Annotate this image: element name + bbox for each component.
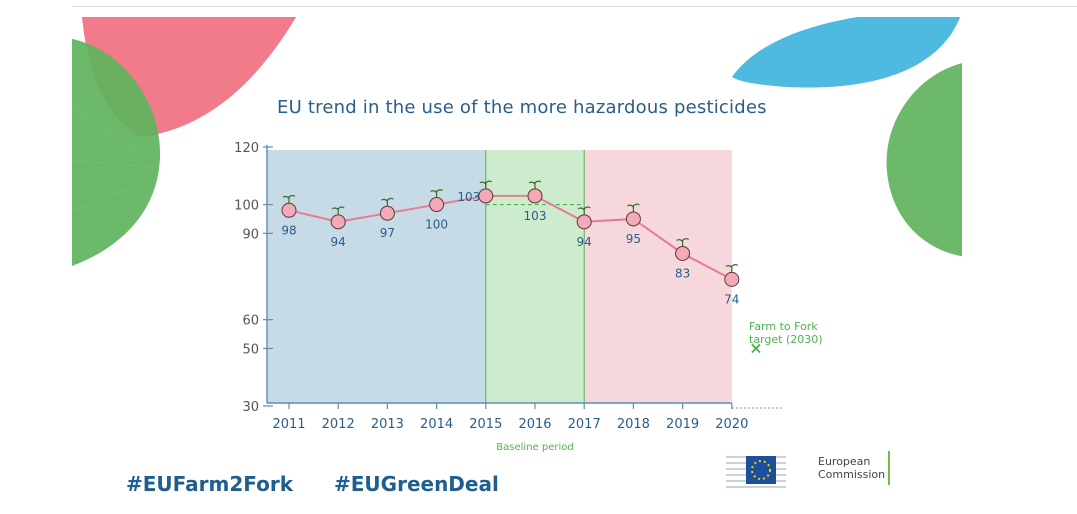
top-divider	[72, 6, 1077, 7]
x-tick-label: 2017	[568, 417, 601, 432]
x-tick-label: 2016	[518, 417, 551, 432]
data-point-sprout	[381, 197, 394, 207]
x-tick-label: 2015	[469, 417, 502, 432]
data-point-marker	[675, 245, 691, 261]
ec-flag-icon	[726, 449, 814, 493]
blue-leaf-decoration	[732, 17, 961, 88]
y-tick-label: 90	[242, 227, 259, 242]
data-label: 94	[331, 235, 346, 249]
data-point-sprout	[282, 194, 296, 204]
target-label-line2: target (2030)	[749, 333, 823, 346]
chart: 30 50 60 90 100 120 2011 2012 2013 2014 2015 2016 20…	[234, 141, 823, 453]
data-point-marker	[379, 205, 395, 221]
series-line	[288, 194, 733, 281]
hashtags: #EUFarm2Fork #EUGreenDeal	[126, 472, 533, 496]
data-point-marker	[527, 188, 543, 204]
data-point-sprout	[528, 180, 542, 189]
data-point-marker	[625, 211, 641, 227]
hashtag-farm2fork[interactable]: #EUFarm2Fork	[126, 472, 294, 496]
data-point-sprout	[479, 180, 493, 189]
data-label: 103	[524, 209, 547, 223]
target-label-line1: Farm to Fork	[749, 320, 818, 333]
x-tick-label: 2019	[666, 417, 699, 432]
data-label: 83	[675, 266, 690, 280]
y-tick-label: 120	[234, 141, 259, 156]
ec-name: European Commission	[818, 455, 886, 481]
x-tick-label: 2011	[272, 417, 305, 432]
data-point-marker	[576, 214, 592, 230]
data-point-sprout	[627, 203, 640, 212]
data-label: 94	[577, 235, 592, 249]
data-label: 97	[380, 226, 395, 240]
european-commission-logo: European Commission	[726, 449, 896, 495]
hashtag-greendeal[interactable]: #EUGreenDeal	[334, 472, 499, 496]
data-label: 74	[724, 292, 739, 306]
ec-accent-bar	[888, 451, 890, 485]
band-pre-baseline	[267, 150, 486, 403]
x-tick-label: 2014	[420, 417, 453, 432]
x-tick-label: 2013	[371, 417, 404, 432]
data-label: 100	[425, 218, 448, 232]
y-tick-label: 50	[242, 342, 259, 357]
y-tick-label: 60	[242, 314, 259, 329]
x-tick-label: 2012	[322, 417, 355, 432]
y-tick-label: 100	[234, 199, 259, 214]
chart-title: EU trend in the use of the more hazardou…	[277, 97, 767, 118]
data-label: 103	[457, 190, 480, 204]
data-point-sprout	[676, 238, 689, 247]
data-point-sprout	[331, 206, 345, 215]
data-point-marker	[429, 197, 445, 213]
green-leaf-right-decoration	[886, 63, 962, 257]
data-label: 95	[626, 232, 641, 246]
baseline-label: Baseline period	[496, 442, 573, 453]
y-tick-label: 30	[242, 400, 259, 415]
green-leaf-left-decoration	[72, 38, 161, 266]
band-post-baseline	[584, 150, 732, 403]
target-marker: ×	[749, 338, 762, 357]
data-point-sprout	[430, 189, 443, 198]
data-point-marker	[478, 188, 494, 204]
data-point-sprout	[725, 263, 739, 273]
x-tick-label: 2018	[617, 417, 650, 432]
infographic-card: EU trend in the use of the more hazardou…	[72, 17, 962, 497]
data-label: 98	[281, 223, 296, 237]
data-point-sprout	[577, 206, 591, 215]
x-tick-label: 2020	[715, 417, 748, 432]
data-point-marker	[281, 202, 297, 218]
data-point-marker	[724, 271, 740, 287]
data-point-marker	[330, 214, 346, 230]
